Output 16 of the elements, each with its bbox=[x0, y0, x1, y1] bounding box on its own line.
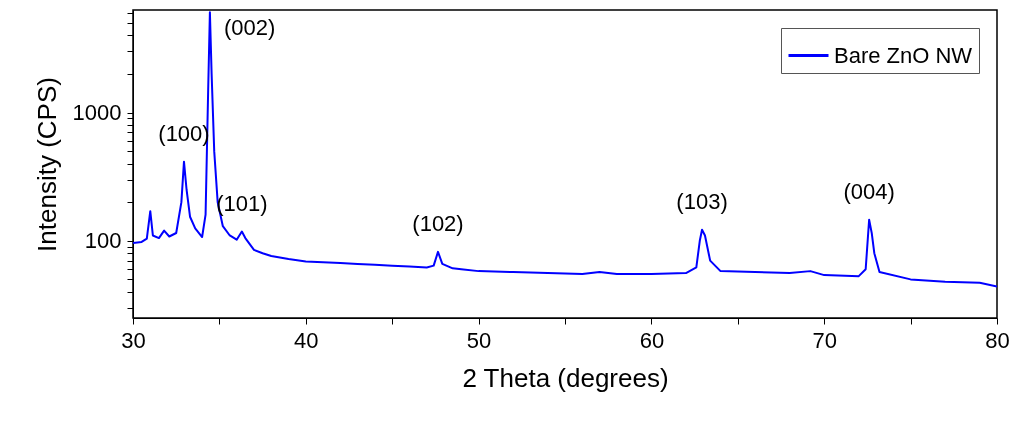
line-series bbox=[133, 11, 997, 288]
x-tick-label: 40 bbox=[294, 327, 319, 353]
y-tick-label: 1000 bbox=[72, 100, 122, 126]
annotation: (103) bbox=[676, 188, 728, 214]
x-tick-label: 30 bbox=[121, 327, 146, 353]
legend-label: Bare ZnO NW bbox=[834, 42, 973, 68]
annotation: (002) bbox=[223, 15, 276, 41]
x-tick-label: 50 bbox=[466, 327, 492, 353]
x-tick-label: 80 bbox=[985, 327, 1010, 353]
x-tick-label: 60 bbox=[639, 327, 665, 353]
x-axis-title: 2 Theta (degrees) bbox=[462, 362, 669, 393]
annotation: (004) bbox=[843, 178, 895, 204]
x-tick-label: 70 bbox=[812, 327, 837, 353]
annotation: (102) bbox=[412, 210, 464, 236]
y-tick-label: 100 bbox=[84, 228, 122, 254]
y-axis-title: Intensity (CPS) bbox=[31, 77, 62, 252]
